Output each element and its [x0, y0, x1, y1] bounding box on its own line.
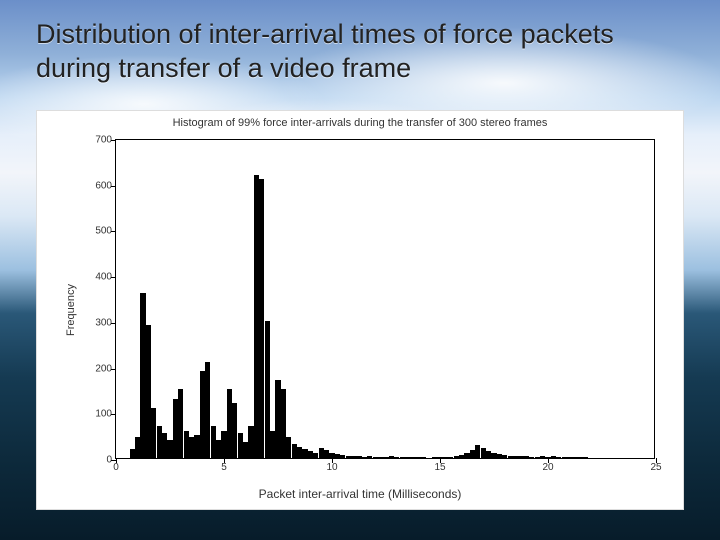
y-tick-mark	[111, 369, 116, 370]
chart-title: Histogram of 99% force inter-arrivals du…	[37, 111, 683, 129]
x-tick-mark	[332, 458, 333, 463]
x-tick-mark	[224, 458, 225, 463]
y-tick-mark	[111, 186, 116, 187]
y-tick-mark	[111, 140, 116, 141]
y-tick-mark	[111, 323, 116, 324]
y-tick-mark	[111, 231, 116, 232]
y-tick-mark	[111, 277, 116, 278]
x-tick-mark	[548, 458, 549, 463]
x-tick-mark	[656, 458, 657, 463]
slide-title: Distribution of inter-arrival times of f…	[36, 18, 684, 86]
x-tick-mark	[116, 458, 117, 463]
histogram-bars	[116, 140, 654, 458]
plot-area: 0100200300400500600700 0510152025	[115, 139, 655, 459]
y-axis-label: Frequency	[65, 284, 77, 336]
x-tick-mark	[440, 458, 441, 463]
chart-panel: Histogram of 99% force inter-arrivals du…	[36, 110, 684, 510]
y-tick-mark	[111, 414, 116, 415]
x-axis-label: Packet inter-arrival time (Milliseconds)	[259, 487, 462, 501]
